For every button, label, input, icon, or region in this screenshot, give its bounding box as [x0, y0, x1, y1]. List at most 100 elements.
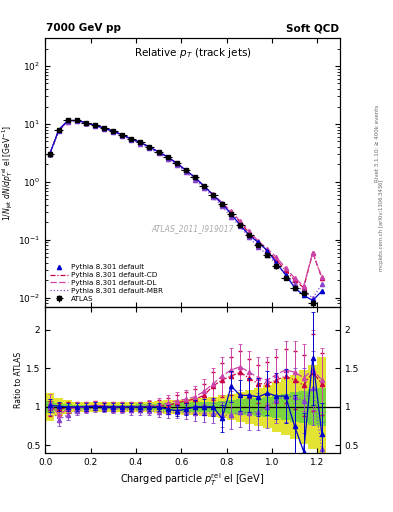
- Bar: [145, 401, 154, 412]
- Bar: [208, 401, 217, 412]
- Bar: [118, 402, 127, 412]
- Bar: [63, 404, 72, 410]
- Pythia 8.301 default-CD: [229, 209, 233, 215]
- Pythia 8.301 default-MBR: [165, 156, 170, 162]
- Pythia 8.301 default-MBR: [84, 120, 88, 126]
- Pythia 8.301 default-MBR: [310, 295, 315, 301]
- Pythia 8.301 default-CD: [102, 125, 107, 131]
- Bar: [136, 404, 145, 410]
- Pythia 8.301 default: [184, 167, 188, 173]
- Pythia 8.301 default: [292, 285, 297, 291]
- Bar: [299, 391, 308, 423]
- Bar: [63, 400, 72, 414]
- Pythia 8.301 default-DL: [165, 154, 170, 160]
- Bar: [227, 394, 236, 420]
- Pythia 8.301 default-DL: [84, 120, 88, 126]
- Bar: [45, 393, 54, 421]
- Bar: [190, 398, 199, 415]
- Pythia 8.301 default: [265, 248, 270, 254]
- Pythia 8.301 default: [320, 288, 324, 294]
- Pythia 8.301 default-MBR: [111, 129, 116, 135]
- Pythia 8.301 default-MBR: [211, 194, 215, 200]
- Pythia 8.301 default-CD: [256, 240, 261, 246]
- Bar: [245, 398, 254, 415]
- Bar: [163, 400, 172, 414]
- Bar: [281, 394, 290, 420]
- Pythia 8.301 default-CD: [320, 275, 324, 281]
- Pythia 8.301 default-CD: [66, 118, 70, 124]
- Pythia 8.301 default-CD: [238, 219, 242, 225]
- Bar: [263, 386, 272, 429]
- Pythia 8.301 default-MBR: [102, 125, 107, 132]
- Pythia 8.301 default-CD: [202, 183, 206, 189]
- Bar: [127, 404, 136, 409]
- Bar: [81, 402, 90, 412]
- Bar: [109, 402, 118, 412]
- Bar: [72, 404, 81, 409]
- Pythia 8.301 default-DL: [156, 149, 161, 155]
- Pythia 8.301 default-CD: [193, 174, 197, 180]
- Bar: [208, 397, 217, 417]
- Pythia 8.301 default: [147, 144, 152, 150]
- Pythia 8.301 default-DL: [238, 218, 242, 224]
- Bar: [190, 402, 199, 412]
- Pythia 8.301 default: [256, 240, 261, 246]
- Bar: [181, 402, 190, 412]
- Bar: [90, 402, 99, 412]
- Pythia 8.301 default-MBR: [156, 151, 161, 157]
- Pythia 8.301 default: [174, 160, 179, 166]
- Text: mcplots.cern.ch [arXiv:1306.3436]: mcplots.cern.ch [arXiv:1306.3436]: [380, 180, 384, 271]
- Bar: [163, 403, 172, 411]
- Bar: [136, 401, 145, 412]
- Bar: [199, 398, 208, 416]
- Pythia 8.301 default: [274, 260, 279, 266]
- Pythia 8.301 default-CD: [138, 139, 143, 145]
- Pythia 8.301 default-DL: [120, 132, 125, 138]
- Bar: [263, 397, 272, 417]
- Pythia 8.301 default-CD: [283, 267, 288, 273]
- Bar: [272, 382, 281, 432]
- Pythia 8.301 default-CD: [310, 250, 315, 256]
- Pythia 8.301 default-MBR: [247, 234, 252, 241]
- Pythia 8.301 default-CD: [184, 167, 188, 173]
- Pythia 8.301 default: [165, 154, 170, 160]
- Bar: [290, 375, 299, 439]
- Legend: Pythia 8.301 default, Pythia 8.301 default-CD, Pythia 8.301 default-DL, Pythia 8: Pythia 8.301 default, Pythia 8.301 defau…: [49, 263, 165, 303]
- Pythia 8.301 default-DL: [229, 208, 233, 215]
- Pythia 8.301 default: [120, 132, 125, 138]
- Text: Soft QCD: Soft QCD: [286, 23, 339, 33]
- Pythia 8.301 default-CD: [174, 160, 179, 166]
- Pythia 8.301 default: [193, 174, 197, 180]
- Pythia 8.301 default-DL: [147, 144, 152, 150]
- Pythia 8.301 default-CD: [274, 257, 279, 263]
- Pythia 8.301 default: [301, 292, 306, 298]
- Pythia 8.301 default: [84, 120, 88, 126]
- Pythia 8.301 default-DL: [265, 246, 270, 252]
- Pythia 8.301 default-MBR: [274, 261, 279, 267]
- Bar: [281, 378, 290, 435]
- Pythia 8.301 default-CD: [111, 128, 116, 134]
- Bar: [81, 404, 90, 409]
- Pythia 8.301 default-DL: [66, 118, 70, 124]
- Pythia 8.301 default-CD: [48, 151, 52, 157]
- Bar: [99, 404, 109, 409]
- Pythia 8.301 default-DL: [184, 167, 188, 173]
- Pythia 8.301 default-DL: [93, 122, 97, 129]
- Pythia 8.301 default: [129, 136, 134, 142]
- Pythia 8.301 default: [211, 191, 215, 198]
- Pythia 8.301 default: [75, 117, 79, 123]
- Pythia 8.301 default: [66, 117, 70, 123]
- Pythia 8.301 default: [48, 151, 52, 157]
- Pythia 8.301 default-DL: [57, 127, 61, 133]
- Pythia 8.301 default-DL: [211, 191, 215, 197]
- Pythia 8.301 default-CD: [247, 230, 252, 237]
- Pythia 8.301 default-CD: [156, 149, 161, 155]
- Bar: [254, 398, 263, 416]
- Pythia 8.301 default-DL: [102, 125, 107, 131]
- Line: Pythia 8.301 default: Pythia 8.301 default: [48, 118, 324, 303]
- Pythia 8.301 default-CD: [93, 122, 97, 129]
- Bar: [290, 392, 299, 421]
- Pythia 8.301 default-CD: [211, 191, 215, 198]
- Bar: [54, 403, 63, 411]
- Pythia 8.301 default-MBR: [184, 169, 188, 175]
